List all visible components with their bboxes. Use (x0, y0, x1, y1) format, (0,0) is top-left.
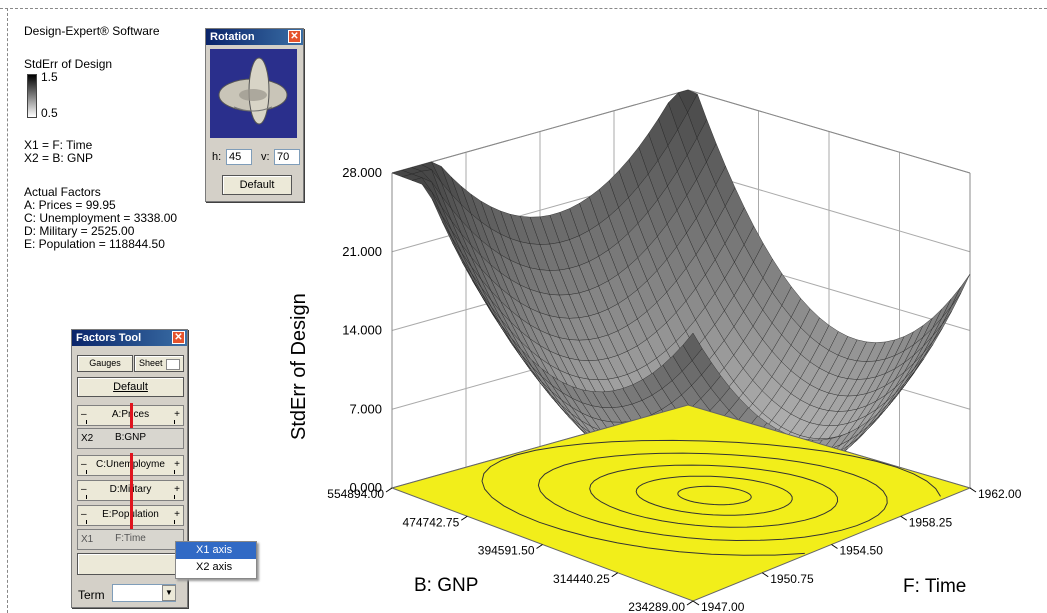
x-tick-label: 1962.00 (978, 487, 1022, 501)
legend-min: 0.5 (41, 106, 58, 120)
y-tick (385, 487, 393, 493)
z-tick-label: 0.000 (349, 480, 382, 495)
menu-item-x2-axis[interactable]: X2 axis (196, 561, 233, 573)
factor-slider-handle[interactable] (130, 503, 133, 529)
v-angle-input[interactable]: 70 (274, 149, 300, 165)
x-tick (900, 515, 908, 521)
axis-context-menu: X1 axis X2 axis (175, 541, 257, 579)
h-label: h: (212, 151, 222, 163)
contour-line (589, 464, 839, 528)
sheet-label: Sheet (139, 358, 163, 368)
surface-facet (951, 273, 971, 307)
actual-factor-d: D: Military = 2525.00 (24, 224, 135, 238)
y-tick (460, 515, 468, 521)
factor-row-time[interactable]: X1 F:Time (77, 529, 184, 550)
dropdown-arrow-icon[interactable]: ▼ (162, 585, 176, 601)
y-tick (536, 544, 543, 549)
x-tick-label: 1958.25 (909, 515, 953, 529)
contour-line (481, 439, 941, 556)
factor-label: B:GNP (114, 432, 147, 443)
rotation-default-button[interactable]: Default (222, 175, 292, 195)
legend-title: StdErr of Design (24, 57, 113, 71)
y-tick-label: 394591.50 (478, 544, 535, 558)
axis-tag: X1 (81, 534, 94, 545)
factors-tool-title-bar[interactable]: Factors Tool ✕ (72, 330, 187, 346)
gauges-button[interactable]: Gauges (77, 355, 133, 372)
frame-border-left (7, 8, 8, 613)
y-tick-label: 474742.75 (403, 515, 460, 529)
rotation-widget[interactable] (210, 49, 297, 138)
factors-tool-window: Factors Tool ✕ Gauges Sheet Default – A:… (71, 329, 188, 608)
z-tick-label: 7.000 (349, 401, 382, 416)
actual-factors-heading: Actual Factors (24, 185, 101, 199)
actual-factor-c: C: Unemployment = 3338.00 (24, 211, 178, 225)
h-angle-input[interactable]: 45 (226, 149, 252, 165)
factor-row-unemployment[interactable]: – C:Unemployme + (77, 453, 184, 479)
x-tick (831, 544, 838, 549)
factor-slider-handle[interactable] (130, 403, 133, 429)
x-axis-label: F: Time (903, 576, 966, 597)
close-icon[interactable]: ✕ (288, 30, 301, 43)
contour-floor (390, 404, 972, 602)
v-label: v: (261, 151, 270, 163)
rotation-window: Rotation ✕ h: 45 v: 70 Default (205, 28, 304, 202)
surface-facet (941, 286, 961, 319)
z-tick-label: 14.000 (342, 323, 382, 338)
contour-line (537, 452, 888, 542)
sheet-icon (166, 359, 180, 370)
contour-line (677, 485, 752, 506)
x-tick-label: 1950.75 (770, 572, 814, 586)
y-tick (611, 572, 619, 578)
legend-max: 1.5 (41, 70, 58, 84)
factor-row-gnp[interactable]: X2 B:GNP (77, 428, 184, 449)
actual-factor-a: A: Prices = 99.95 (24, 198, 116, 212)
legend-gradient (27, 74, 37, 118)
factors-default-button[interactable]: Default (77, 377, 184, 397)
factor-row-prices[interactable]: – A:Prices + (77, 403, 184, 429)
factor-slider-handle[interactable] (130, 478, 133, 504)
factor-row-population[interactable]: – E:Population + (77, 503, 184, 529)
rotation-title: Rotation (210, 31, 255, 43)
contour-plane (390, 404, 972, 602)
contour-line (635, 475, 793, 516)
x1-assignment: X1 = F: Time (24, 138, 93, 152)
close-icon[interactable]: ✕ (172, 331, 185, 344)
z-tick-label: 28.000 (342, 165, 382, 180)
z-axis-label: StdErr of Design (288, 293, 310, 440)
factor-slider-handle[interactable] (130, 453, 133, 479)
x-tick (692, 600, 700, 606)
surface-facet (682, 332, 703, 361)
factor-row-military[interactable]: – D:Military + (77, 478, 184, 504)
x-tick-label: 1947.00 (701, 600, 745, 613)
x2-assignment: X2 = B: GNP (24, 151, 94, 165)
x-tick-label: 1954.50 (840, 544, 884, 558)
axis-tag: X2 (81, 433, 94, 444)
menu-item-x1-axis[interactable]: X1 axis (176, 542, 256, 559)
x-tick (761, 572, 769, 578)
frame-border-top (0, 8, 1047, 9)
actual-factor-e: E: Population = 118844.50 (24, 237, 165, 251)
y-axis-label: B: GNP (414, 575, 478, 596)
factors-tool-title: Factors Tool (76, 332, 142, 344)
y-tick-label: 314440.25 (553, 572, 610, 586)
factor-label: F:Time (115, 533, 146, 544)
y-tick-label: 234289.00 (628, 600, 685, 613)
rotation-title-bar[interactable]: Rotation ✕ (206, 29, 303, 45)
sheet-button[interactable]: Sheet (134, 355, 184, 372)
axis-ticks: 554894.00 474742.75 394591.50 314440.25 2342… (327, 487, 1021, 613)
app-title: Design-Expert® Software (24, 24, 160, 38)
z-tick-label: 21.000 (342, 244, 382, 259)
term-label: Term (78, 588, 105, 602)
y-tick-label: 554894.00 (327, 487, 384, 501)
y-tick (686, 600, 694, 606)
x-tick (969, 487, 977, 493)
